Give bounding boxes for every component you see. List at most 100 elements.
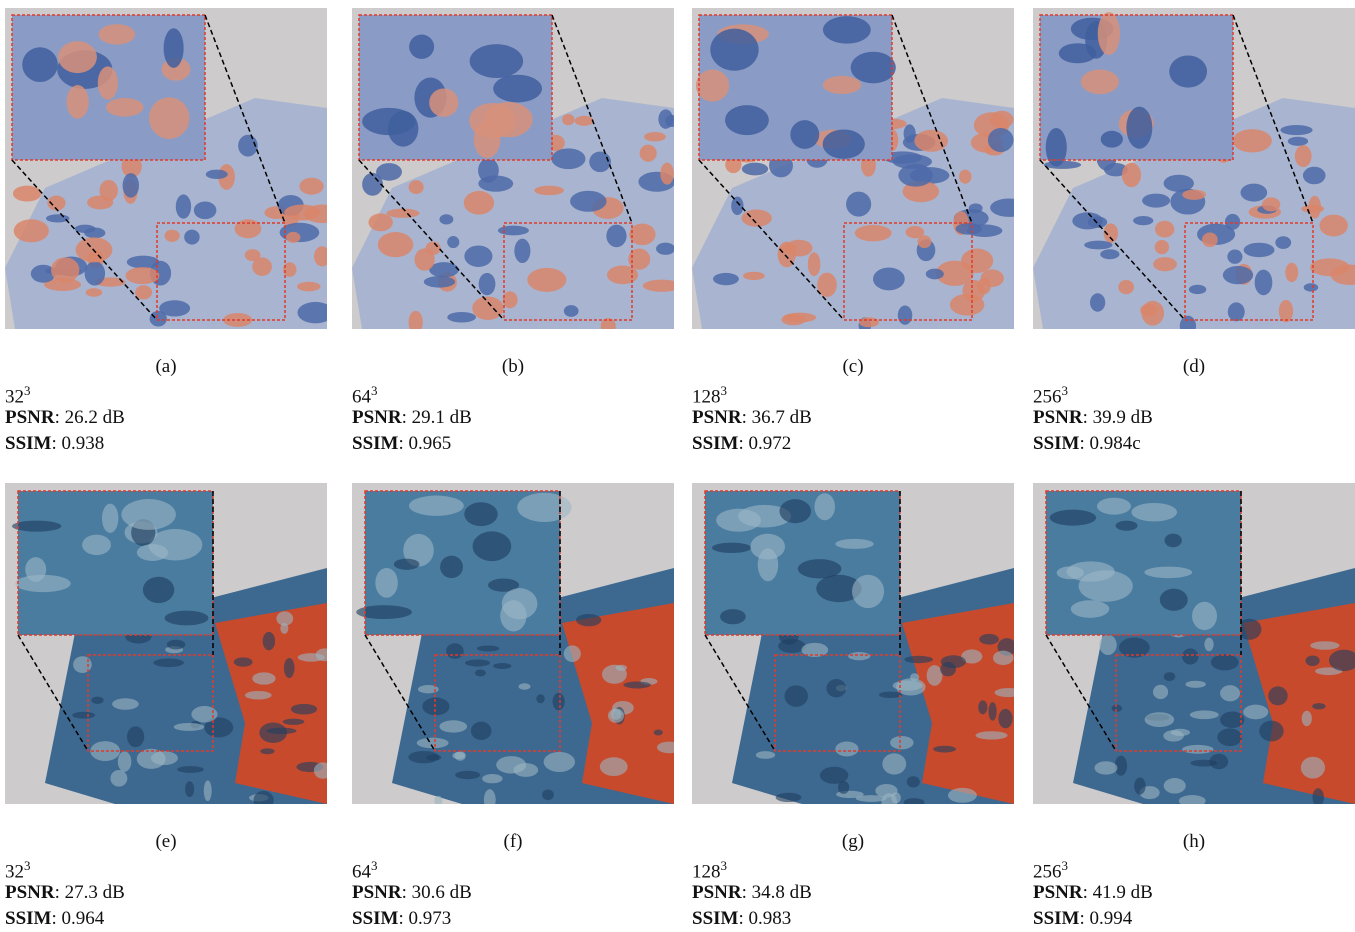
blob	[606, 225, 626, 248]
swirl	[979, 634, 999, 645]
inset-swirl	[1050, 510, 1097, 526]
psnr-key: PSNR	[692, 407, 742, 428]
blob	[575, 116, 594, 126]
inset-swirl	[758, 548, 778, 581]
swirl	[1268, 686, 1288, 705]
inset-swirl	[720, 609, 746, 624]
swirl	[882, 753, 906, 774]
panel-image	[692, 483, 1014, 804]
swirl	[988, 702, 996, 721]
swirl	[564, 645, 581, 662]
blob	[988, 128, 1014, 152]
panel-image	[1033, 8, 1355, 329]
resolution-exponent: 3	[1062, 858, 1069, 873]
blob	[1288, 137, 1308, 146]
swirl	[904, 656, 933, 663]
swirl	[838, 781, 849, 794]
panel-image	[1033, 483, 1355, 804]
panel-image	[5, 8, 327, 329]
swirl	[127, 726, 144, 747]
inset-blob	[98, 66, 118, 99]
blob	[447, 236, 459, 248]
inset-blob	[696, 69, 729, 101]
inset-blob	[1169, 55, 1207, 87]
swirl	[446, 643, 464, 659]
blob	[534, 186, 564, 196]
ssim: SSIM: 0.938	[5, 431, 104, 457]
ssim-key: SSIM	[692, 433, 738, 454]
swirl	[608, 708, 624, 722]
inset-blob	[710, 29, 758, 71]
blob	[781, 314, 805, 325]
inset-blob	[362, 108, 415, 135]
blob	[1182, 190, 1206, 200]
blob	[743, 272, 765, 280]
swirl	[879, 692, 902, 698]
inset-blob	[429, 88, 458, 116]
blob	[1262, 197, 1280, 211]
swirl	[1099, 635, 1116, 655]
blob	[514, 239, 530, 263]
blob	[235, 219, 262, 238]
resolution-exponent: 3	[721, 383, 728, 398]
swirl	[118, 751, 132, 771]
swirl	[784, 685, 808, 707]
ssim: SSIM: 0.964	[5, 906, 104, 932]
swirl	[439, 720, 467, 732]
blob	[464, 245, 492, 267]
swirl	[1112, 705, 1123, 712]
blob	[904, 124, 916, 142]
blob	[1285, 263, 1298, 283]
blob	[1142, 194, 1170, 208]
swirl	[553, 693, 565, 710]
inset-swirl	[500, 600, 526, 631]
inset-swirl	[1131, 503, 1177, 521]
swirl	[776, 793, 802, 802]
swirl	[933, 746, 956, 753]
ssim-key: SSIM	[352, 908, 398, 929]
inset-swirl	[137, 544, 168, 561]
swirl	[778, 639, 805, 653]
panel-label: (h)	[1033, 829, 1355, 855]
swirl	[513, 763, 538, 777]
inset-blob	[823, 76, 861, 94]
psnr-key: PSNR	[352, 407, 402, 428]
blob	[1279, 300, 1293, 322]
inset-blob	[67, 85, 89, 119]
blob	[1255, 270, 1273, 296]
blob	[731, 197, 743, 215]
inset-swirl	[394, 559, 420, 570]
panel-image	[352, 8, 674, 329]
ssim: SSIM: 0.973	[352, 906, 451, 932]
swirl	[1310, 641, 1339, 650]
blob	[855, 225, 892, 241]
swirl	[927, 665, 943, 686]
swirl	[1312, 703, 1325, 709]
blob	[926, 269, 944, 280]
inset-blob	[1081, 70, 1119, 95]
inset-blob	[106, 98, 144, 117]
inset-swirl	[716, 509, 761, 532]
swirl	[260, 748, 274, 754]
swirl	[890, 736, 913, 749]
blob	[362, 173, 383, 196]
swirl	[1301, 757, 1325, 779]
swirl	[542, 789, 554, 800]
blob	[1090, 293, 1105, 312]
psnr-key: PSNR	[5, 407, 55, 428]
blob	[86, 288, 103, 297]
blob	[873, 267, 905, 290]
inset-swirl	[814, 493, 835, 520]
inset-swirl	[852, 575, 884, 608]
blob	[1202, 232, 1218, 247]
swirl	[976, 731, 1008, 739]
ssim-key: SSIM	[5, 433, 51, 454]
page: {"panels": [ {"label": "(a)", "resolutio…	[0, 0, 1355, 931]
inset-swirl	[143, 577, 174, 603]
psnr: PSNR: 29.1 dB	[352, 405, 472, 431]
blob	[898, 164, 933, 187]
blob	[660, 163, 674, 185]
inset-swirl	[1097, 498, 1131, 515]
swirl	[90, 741, 120, 761]
